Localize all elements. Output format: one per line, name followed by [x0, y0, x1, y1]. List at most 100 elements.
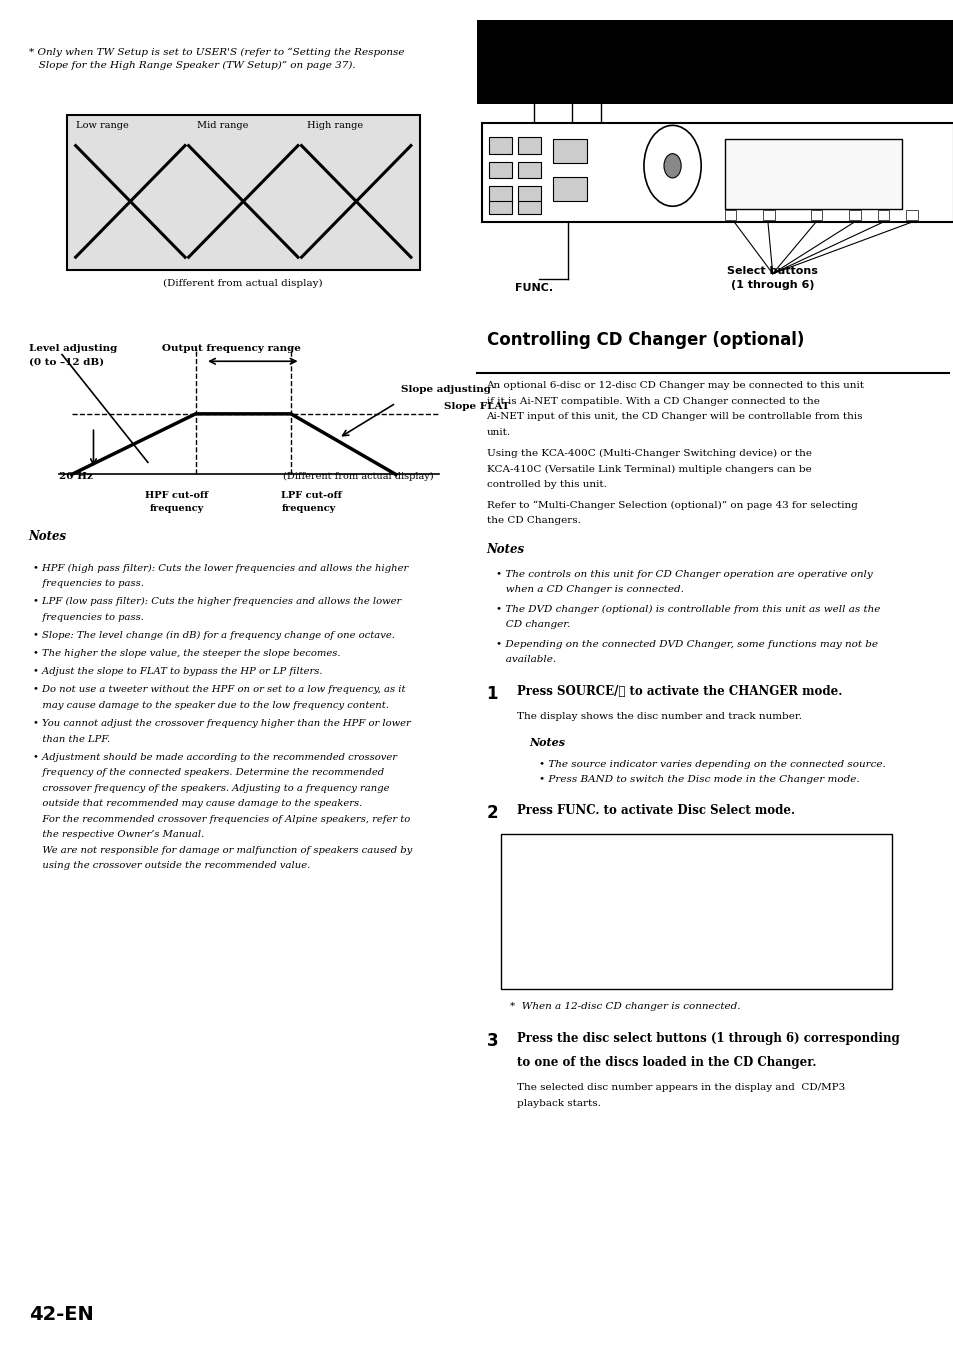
Text: frequency: frequency	[281, 504, 335, 514]
Bar	[762, 210, 774, 220]
Text: when a CD Changer is connected.: when a CD Changer is connected.	[496, 585, 683, 594]
Bar	[724, 210, 736, 220]
Text: Changer (optional): Changer (optional)	[486, 50, 737, 74]
Text: • The higher the slope value, the steeper the slope becomes.: • The higher the slope value, the steepe…	[33, 648, 340, 658]
Text: frequency: frequency	[150, 504, 203, 514]
Text: LPF cut-off: LPF cut-off	[281, 491, 342, 500]
Text: ►/II: ►/II	[596, 59, 617, 69]
Bar	[67, 115, 419, 270]
Text: FUNC.: FUNC.	[515, 283, 553, 293]
Circle shape	[663, 154, 680, 178]
Text: CD changer.: CD changer.	[496, 620, 570, 630]
Text: KCA-410C (Versatile Link Terminal) multiple changers can be: KCA-410C (Versatile Link Terminal) multi…	[486, 464, 810, 473]
Text: 3: 3	[486, 1031, 497, 1050]
Text: Press SOURCE/⏻ to activate the CHANGER mode.: Press SOURCE/⏻ to activate the CHANGER m…	[517, 685, 841, 698]
Text: controlled by this unit.: controlled by this unit.	[486, 480, 606, 489]
Text: HPF cut-off: HPF cut-off	[145, 491, 208, 500]
Text: Press the disc select buttons (1 through 6) corresponding: Press the disc select buttons (1 through…	[517, 1031, 899, 1045]
Text: • Depending on the connected DVD Changer, some functions may not be: • Depending on the connected DVD Changer…	[496, 639, 877, 648]
Text: Controlling CD Changer (optional): Controlling CD Changer (optional)	[486, 332, 803, 349]
Text: An optional 6-disc or 12-disc CD Changer may be connected to this unit: An optional 6-disc or 12-disc CD Changer…	[486, 381, 863, 391]
Bar	[481, 123, 953, 222]
Text: (0 to –12 dB): (0 to –12 dB)	[29, 357, 104, 367]
Text: if it is Ai-NET compatible. With a CD Changer connected to the: if it is Ai-NET compatible. With a CD Ch…	[486, 396, 819, 406]
Text: outside that recommended may cause damage to the speakers.: outside that recommended may cause damag…	[33, 799, 362, 809]
Text: using the crossover outside the recommended value.: using the crossover outside the recommen…	[33, 861, 311, 871]
Text: Slope adjusting: Slope adjusting	[400, 384, 490, 394]
Text: For the recommended crossover frequencies of Alpine speakers, refer to: For the recommended crossover frequencie…	[33, 814, 410, 824]
Text: Slope for the High Range Speaker (TW Setup)” on page 37).: Slope for the High Range Speaker (TW Set…	[29, 61, 355, 70]
Text: 2: 2	[486, 803, 497, 822]
Bar	[517, 137, 540, 154]
Bar	[517, 162, 540, 178]
Text: frequencies to pass.: frequencies to pass.	[33, 580, 144, 588]
Text: frequency of the connected speakers. Determine the recommended: frequency of the connected speakers. Det…	[33, 768, 384, 778]
Text: • The controls on this unit for CD Changer operation are operative only: • The controls on this unit for CD Chang…	[496, 569, 872, 578]
Text: Ai-NET input of this unit, the CD Changer will be controllable from this: Ai-NET input of this unit, the CD Change…	[486, 412, 862, 422]
Text: • Adjustment should be made according to the recommended crossover: • Adjustment should be made according to…	[33, 752, 397, 762]
Text: *  When a 12-disc CD changer is connected.: * When a 12-disc CD changer is connected…	[510, 1002, 740, 1011]
Bar	[905, 210, 917, 220]
Text: We are not responsible for damage or malfunction of speakers caused by: We are not responsible for damage or mal…	[33, 845, 413, 855]
Text: Notes: Notes	[486, 542, 524, 555]
Text: Using the KCA-400C (Multi-Changer Switching device) or the: Using the KCA-400C (Multi-Changer Switch…	[486, 449, 811, 458]
Text: Disc Select Mode  : Disc No.1–6: Disc Select Mode : Disc No.1–6	[534, 848, 701, 857]
Bar	[810, 210, 821, 220]
Text: the CD Changers.: the CD Changers.	[486, 516, 579, 526]
Text: may cause damage to the speaker due to the low frequency content.: may cause damage to the speaker due to t…	[33, 701, 389, 710]
Text: than the LPF.: than the LPF.	[33, 735, 111, 744]
Text: High range: High range	[307, 121, 362, 131]
Text: Level adjusting: Level adjusting	[29, 344, 117, 353]
Bar	[489, 186, 512, 202]
Text: • You cannot adjust the crossover frequency higher than the HPF or lower: • You cannot adjust the crossover freque…	[33, 718, 411, 728]
Bar	[489, 201, 512, 214]
Text: Notes: Notes	[529, 736, 565, 748]
Text: • The source indicator varies depending on the connected source.: • The source indicator varies depending …	[538, 759, 884, 768]
Text: RPT/M.I.X. Mode: RPT/M.I.X. Mode	[534, 942, 623, 952]
Text: The display shows the disc number and track number.: The display shows the disc number and tr…	[517, 712, 801, 721]
Text: Mid range: Mid range	[197, 121, 249, 131]
Bar	[489, 137, 512, 154]
Bar	[877, 210, 888, 220]
Text: Refer to “Multi-Changer Selection (optional)” on page 43 for selecting: Refer to “Multi-Changer Selection (optio…	[486, 500, 857, 510]
Text: playback starts.: playback starts.	[517, 1099, 600, 1108]
Text: Disc Select Mode’ : Disc No.7–12: Disc Select Mode’ : Disc No.7–12	[534, 895, 708, 905]
Bar	[500, 833, 891, 988]
Text: • Adjust the slope to FLAT to bypass the HP or LP filters.: • Adjust the slope to FLAT to bypass the…	[33, 667, 322, 677]
Text: crossover frequency of the speakers. Adjusting to a frequency range: crossover frequency of the speakers. Adj…	[33, 783, 390, 793]
Bar	[553, 177, 586, 201]
Text: Output frequency range: Output frequency range	[162, 344, 301, 353]
Text: • Slope: The level change (in dB) for a frequency change of one octave.: • Slope: The level change (in dB) for a …	[33, 631, 395, 640]
Text: • HPF (high pass filter): Cuts the lower frequencies and allows the higher: • HPF (high pass filter): Cuts the lower…	[33, 563, 408, 573]
Text: SOURCE/⏻: SOURCE/⏻	[500, 65, 561, 74]
Text: • Press BAND to switch the Disc mode in the Changer mode.: • Press BAND to switch the Disc mode in …	[538, 775, 859, 785]
Text: The selected disc number appears in the display and  CD/MP3: The selected disc number appears in the …	[517, 1082, 844, 1092]
Text: (Different from actual display): (Different from actual display)	[283, 472, 434, 481]
Text: • The DVD changer (optional) is controllable from this unit as well as the: • The DVD changer (optional) is controll…	[496, 604, 880, 613]
Text: Select buttons: Select buttons	[726, 267, 818, 276]
Text: 1: 1	[486, 685, 497, 704]
Text: unit.: unit.	[486, 427, 510, 437]
Text: available.: available.	[496, 655, 556, 665]
Text: frequencies to pass.: frequencies to pass.	[33, 612, 144, 621]
Text: (Different from actual display): (Different from actual display)	[163, 279, 323, 288]
Text: Press FUNC. to activate Disc Select mode.: Press FUNC. to activate Disc Select mode…	[517, 803, 795, 817]
Text: to one of the discs loaded in the CD Changer.: to one of the discs loaded in the CD Cha…	[517, 1055, 816, 1069]
Text: • LPF (low pass filter): Cuts the higher frequencies and allows the lower: • LPF (low pass filter): Cuts the higher…	[33, 597, 401, 607]
Bar	[724, 139, 901, 209]
Text: BAND: BAND	[567, 43, 602, 53]
Text: 20 Hz: 20 Hz	[59, 472, 93, 481]
Bar	[517, 201, 540, 214]
Text: 42-EN: 42-EN	[29, 1305, 93, 1324]
Text: the respective Owner’s Manual.: the respective Owner’s Manual.	[33, 830, 205, 840]
Bar	[476, 20, 953, 104]
Bar	[517, 186, 540, 202]
Bar	[848, 210, 860, 220]
Text: (1 through 6): (1 through 6)	[730, 280, 814, 290]
Text: Low range: Low range	[76, 121, 129, 131]
Text: • Do not use a tweeter without the HPF on or set to a low frequency, as it: • Do not use a tweeter without the HPF o…	[33, 685, 405, 694]
Text: Notes: Notes	[29, 530, 67, 543]
Bar	[553, 139, 586, 163]
Text: Slope FLAT: Slope FLAT	[443, 402, 509, 411]
Text: * Only when TW Setup is set to USER'S (refer to “Setting the Response: * Only when TW Setup is set to USER'S (r…	[29, 47, 404, 57]
